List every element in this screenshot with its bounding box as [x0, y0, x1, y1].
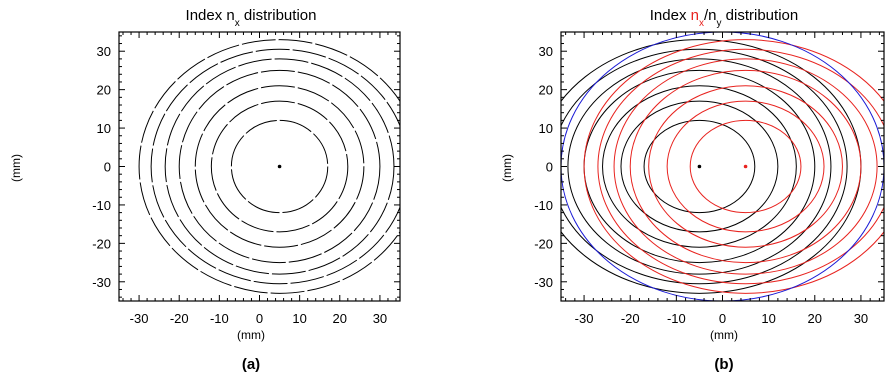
panel-b-y-tick-label: -20	[534, 236, 553, 251]
panel-a-y-tick-label: 0	[104, 160, 111, 175]
panel-a-x-tick-label: 0	[256, 311, 263, 326]
panel-b-chart: Index nx/ny distribution -30 -20 -10 0 10 20 3…	[500, 7, 885, 373]
panel-b-contour-ring	[561, 48, 848, 285]
panel-a-y-tick-label: -20	[92, 236, 111, 251]
panel-a-title: Index nx distribution	[186, 7, 317, 29]
panel-a-label: (a)	[242, 356, 260, 373]
panel-b-y-tick-label: 30	[539, 44, 553, 59]
panel-a-x-tick-label: -30	[130, 311, 149, 326]
panel-a-y-tick-label: 10	[97, 121, 111, 136]
panel-b-x-tick-label: 0	[719, 311, 726, 326]
panel-b-x-tick-label: -10	[667, 311, 686, 326]
panel-b-contour-ring	[597, 48, 884, 285]
panel-b-contour-ring	[620, 100, 779, 233]
panel-a-plot-area: -30 -20 -10 0 10 20 30 30 20 10 0 -10 -20 -30	[92, 31, 401, 326]
panel-b-contour-ring	[567, 58, 832, 275]
panel-b-contour-ring	[613, 58, 878, 275]
panel-a-contour-ring	[138, 39, 400, 294]
panel-b-x-tick-label: -30	[575, 311, 594, 326]
panel-a-x-tick-label: -10	[210, 311, 229, 326]
panel-b-label: (b)	[714, 356, 733, 373]
panel-b-contour-ring	[643, 119, 756, 214]
panel-b-contour-ring	[629, 69, 862, 264]
panel-a-contour-ring	[230, 119, 329, 214]
panel-b-contours	[561, 32, 884, 301]
panel-a-x-tick-label: -20	[170, 311, 189, 326]
panel-b-x-tick-label: -20	[621, 311, 640, 326]
panel-b-center-point	[697, 164, 702, 169]
panel-b-contour-ring	[666, 100, 825, 233]
panel-b-center-point	[743, 164, 748, 169]
panel-a-contour-ring	[194, 85, 365, 248]
panel-b-x-tick-label: 20	[808, 311, 822, 326]
panel-a-y-tick-label: -10	[92, 198, 111, 213]
panel-a-x-tick-label: 20	[333, 311, 347, 326]
panel-b-y-tick-label: -10	[534, 198, 553, 213]
panel-a-y-tick-label: -30	[92, 275, 111, 290]
panel-b-y-tick-label: 0	[546, 160, 553, 175]
panel-b-contour-ring	[602, 85, 797, 248]
panel-b-contour-ring	[648, 85, 843, 248]
panel-b-contour-ring	[583, 39, 884, 294]
panel-a-axis-ticks	[119, 32, 400, 301]
panel-a-contour-ring	[178, 69, 381, 264]
panel-a-y-tick-label: 20	[97, 83, 111, 98]
panel-a-y-tick-label: 30	[97, 44, 111, 59]
panel-b-plot-area: -30 -20 -10 0 10 20 30 30 20 10 0 -10 -20 -30	[534, 31, 885, 326]
panel-a-x-tick-label: 30	[373, 311, 387, 326]
panel-a-contour-ring	[164, 58, 395, 275]
panel-b-axis-ticks	[561, 32, 884, 301]
panel-b-x-tick-label: 30	[854, 311, 868, 326]
panel-b-contour-ring	[689, 119, 802, 214]
panel-a-x-tick-label: 10	[292, 311, 306, 326]
panel-b-title-nx: n	[691, 7, 699, 24]
panel-a-chart: Index nx distribution -30 -20 -10 0 10 20 30 30…	[9, 7, 401, 373]
panel-b-x-tick-label: 10	[761, 311, 775, 326]
panel-b-y-tick-label: 10	[539, 121, 553, 136]
panel-b-title: Index nx/ny distribution	[650, 7, 798, 29]
panel-b-x-axis-label: (mm)	[710, 328, 738, 342]
panel-a-y-axis-label: (mm)	[9, 154, 23, 182]
panel-a-contour-ring	[150, 48, 400, 285]
panel-b-y-axis-label: (mm)	[500, 154, 514, 182]
panel-a-contours	[138, 39, 400, 294]
panel-a-center-point	[277, 164, 282, 169]
panel-a-x-axis-label: (mm)	[237, 328, 265, 342]
panel-b-y-tick-label: 20	[539, 83, 553, 98]
panel-a-contour-ring	[210, 100, 349, 233]
panel-b-y-tick-label: -30	[534, 275, 553, 290]
